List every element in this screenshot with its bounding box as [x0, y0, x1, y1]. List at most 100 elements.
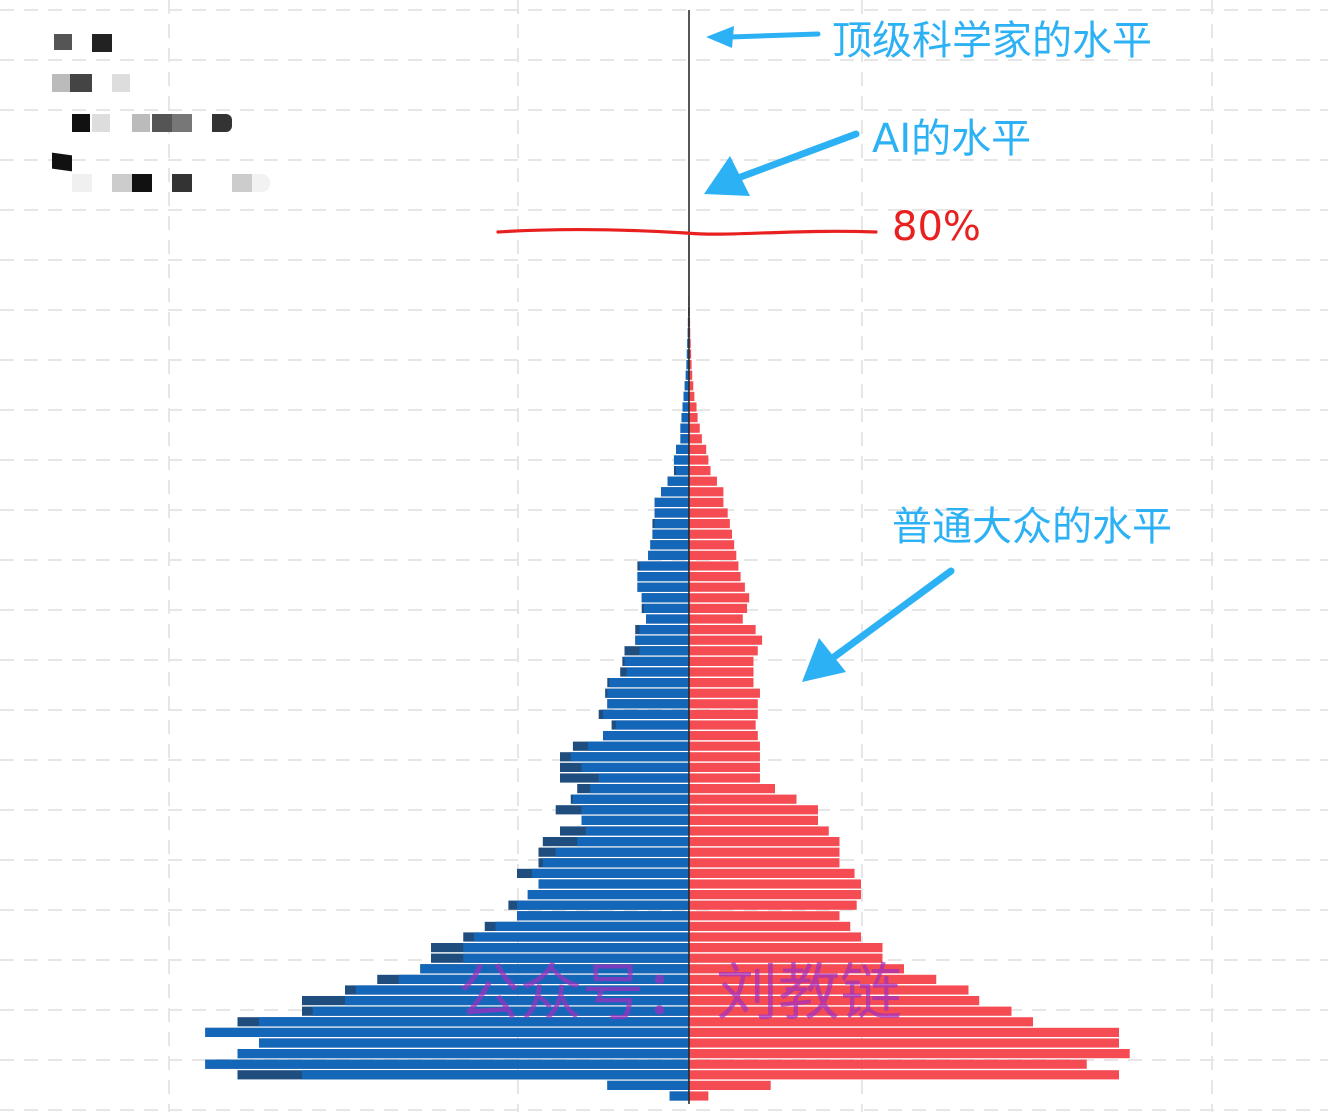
- right-bar: [689, 487, 724, 497]
- left-bar: [639, 646, 689, 656]
- left-bar: [687, 338, 689, 348]
- left-bar: [463, 953, 689, 963]
- left-bar: [495, 921, 689, 931]
- right-bar: [689, 900, 857, 910]
- right-bar: [689, 974, 937, 984]
- left-bar: [639, 625, 689, 635]
- right-bar: [689, 1070, 1119, 1080]
- right-bar: [689, 540, 735, 550]
- left-bar: [538, 879, 689, 889]
- left-bar: [603, 709, 689, 719]
- left-bar: [676, 466, 689, 476]
- right-bar: [689, 614, 743, 624]
- right-bar: [689, 360, 692, 370]
- left-bar: [542, 858, 689, 868]
- left-bar: [654, 508, 689, 518]
- right-bar: [689, 752, 760, 762]
- left-bar: [686, 360, 689, 370]
- top-scientist-label: 顶级科学家的水平: [832, 18, 1152, 64]
- right-bar: [689, 423, 700, 433]
- left-bar: [312, 1006, 689, 1016]
- right-bar: [689, 953, 883, 963]
- right-bars: [689, 232, 1130, 1101]
- threshold-label: 80%: [892, 204, 981, 250]
- right-bar: [689, 646, 758, 656]
- left-bar: [581, 815, 689, 825]
- left-bar: [607, 688, 689, 698]
- left-bar: [684, 381, 689, 391]
- right-bar: [689, 338, 691, 348]
- left-bar: [581, 805, 689, 815]
- left-bar: [237, 1049, 689, 1059]
- left-bar: [683, 391, 689, 401]
- right-bar: [689, 1038, 1119, 1048]
- right-bar: [689, 476, 717, 486]
- right-bar: [689, 370, 693, 380]
- left-bar: [577, 837, 689, 847]
- left-bar: [615, 720, 689, 730]
- right-bar: [689, 890, 861, 900]
- right-bar: [689, 381, 694, 391]
- right-bar: [689, 868, 855, 878]
- ai-level-label: AI的水平: [872, 116, 1032, 162]
- right-bar: [689, 508, 728, 518]
- right-bar: [689, 837, 840, 847]
- left-bar: [673, 455, 689, 465]
- left-bar: [685, 370, 689, 380]
- left-bar: [463, 943, 689, 953]
- right-bar: [689, 741, 760, 751]
- left-bar: [643, 603, 689, 613]
- left-bar: [682, 402, 689, 412]
- right-bar: [689, 1080, 771, 1090]
- right-bar: [689, 826, 829, 836]
- right-bar: [689, 1006, 1012, 1016]
- left-bar: [205, 1027, 689, 1037]
- pixelated-legend: [48, 30, 278, 200]
- left-bar: [635, 635, 689, 645]
- left-bar: [669, 1091, 689, 1101]
- left-bar: [572, 794, 689, 804]
- right-bar: [689, 858, 840, 868]
- right-bar: [689, 1049, 1130, 1059]
- left-bar: [581, 762, 689, 772]
- right-bar: [689, 519, 730, 529]
- left-bar: [641, 593, 689, 603]
- left-bar: [527, 890, 689, 900]
- right-bar: [689, 921, 851, 931]
- left-bar: [474, 932, 689, 942]
- left-bar: [587, 741, 689, 751]
- right-bar: [689, 932, 861, 942]
- threshold-line: [496, 227, 878, 236]
- left-bar: [607, 1080, 689, 1090]
- right-bar: [689, 1027, 1119, 1037]
- right-bar: [689, 497, 724, 507]
- right-bar: [689, 667, 754, 677]
- left-bar: [637, 572, 689, 582]
- left-bar: [661, 487, 689, 497]
- left-bar: [598, 773, 689, 783]
- left-bar: [355, 985, 689, 995]
- right-bar: [689, 466, 711, 476]
- left-bar: [532, 868, 689, 878]
- right-bar: [689, 402, 697, 412]
- right-bar: [689, 678, 754, 688]
- right-bar: [689, 550, 737, 560]
- left-bar: [345, 996, 689, 1006]
- right-bar: [689, 561, 739, 571]
- general-public-label: 普通大众的水平: [892, 504, 1172, 550]
- right-bar: [689, 784, 775, 794]
- right-bar: [689, 847, 840, 857]
- right-bar: [689, 349, 692, 359]
- arrow-top-scientist: [706, 26, 821, 48]
- left-bars: [205, 232, 689, 1101]
- left-bar: [607, 699, 689, 709]
- right-bar: [689, 529, 732, 539]
- right-bar: [689, 1059, 1087, 1069]
- right-bar: [689, 593, 750, 603]
- right-bar: [689, 656, 754, 666]
- left-bar: [686, 349, 689, 359]
- right-bar: [689, 455, 709, 465]
- left-bar: [517, 911, 689, 921]
- right-bar: [689, 434, 702, 444]
